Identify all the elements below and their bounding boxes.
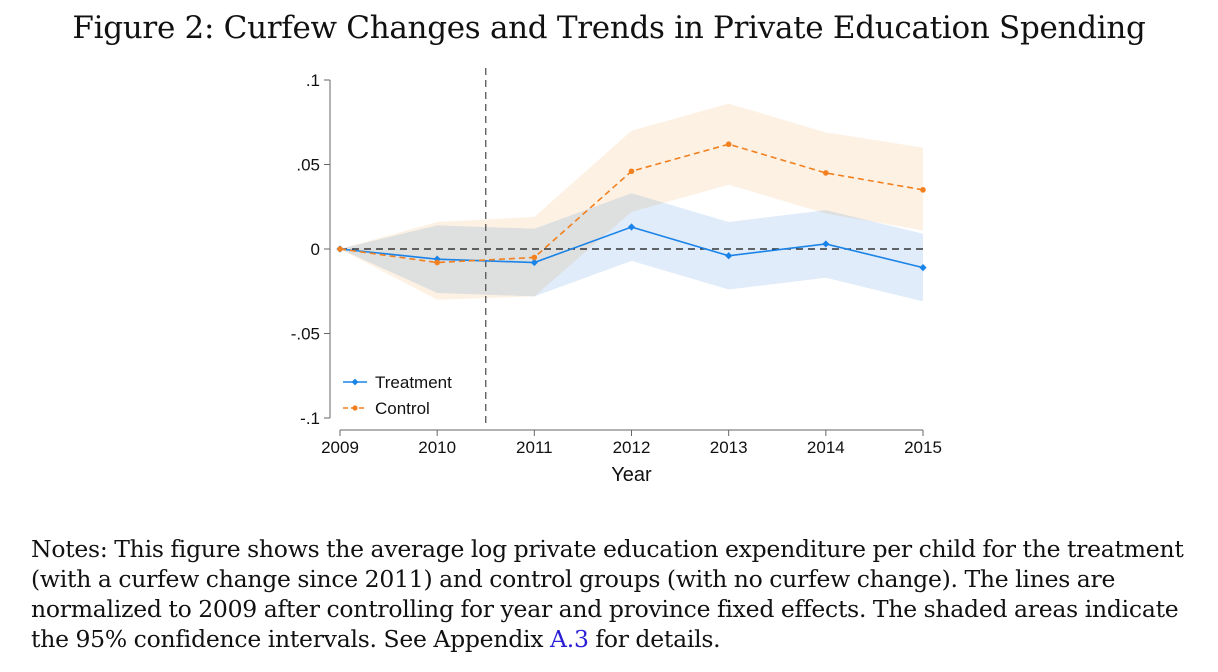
legend-marker-treatment [351,378,359,386]
data-point-control [628,168,635,175]
y-tick-label: 0 [311,240,320,259]
data-point-control [434,259,440,266]
y-tick-label: .1 [306,71,320,90]
series-lines [336,141,927,272]
x-tick-label: 2015 [904,438,942,457]
reference-lines [340,68,923,428]
figure-notes: Notes: This figure shows the average log… [31,534,1201,654]
appendix-link[interactable]: A.3 [550,625,589,653]
data-point-treatment [530,258,538,267]
data-point-treatment [725,252,733,260]
data-point-control [823,170,829,176]
figure-title: Figure 2: Curfew Changes and Trends in P… [72,10,1146,46]
x-tick-label: 2014 [807,438,845,457]
data-point-control [337,246,343,252]
legend-label-treatment: Treatment [375,373,452,392]
legend: Treatment Control [343,373,452,418]
notes-text-end: for details. [588,625,721,653]
data-point-treatment [627,223,636,231]
axes: -.1 -.05 0 .05 .1 2009 2010 2011 2012 2013 2014 201… [291,71,942,486]
y-tick-label: .05 [296,156,320,175]
legend-label-control: Control [375,399,430,418]
x-tick-label: 2010 [418,438,456,457]
legend-marker-control [352,405,358,411]
data-point-treatment [822,240,830,248]
data-point-control [531,254,538,261]
x-tick-label: 2009 [321,438,359,457]
x-tick-label: 2011 [516,438,553,457]
y-tick-label: -.05 [291,325,320,344]
data-point-control [920,187,926,193]
y-tick-label: -.1 [300,409,320,428]
notes-text: Notes: This figure shows the average log… [31,535,1184,653]
data-point-control [725,141,732,148]
confidence-bands [340,103,923,302]
figure-chart: -.1 -.05 0 .05 .1 2009 2010 2011 2012 2013 2014 201… [291,68,942,486]
x-tick-label: 2013 [710,438,748,457]
x-tick-label: 2012 [613,438,651,457]
data-point-treatment [919,263,927,272]
x-axis-title: Year [611,464,652,486]
